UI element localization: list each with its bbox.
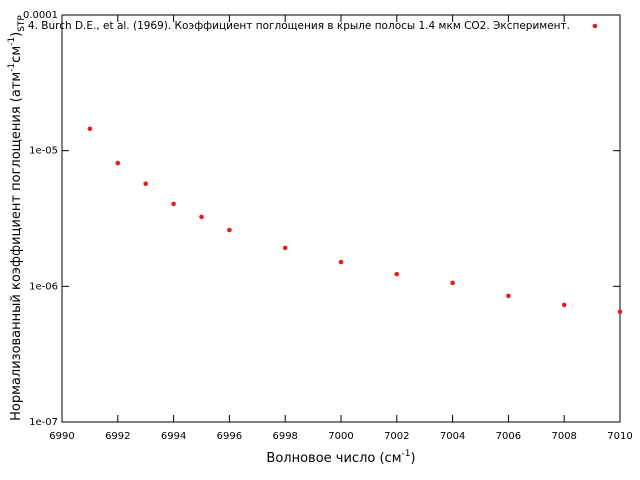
point [617,309,623,315]
x-tick-label: 6990 [49,431,74,442]
x-tick-label: 7010 [607,431,632,442]
point [87,126,93,132]
point [282,245,288,251]
x-tick-label: 7006 [496,431,521,442]
x-tick-label: 6992 [105,431,130,442]
y-label-part: см [9,46,24,63]
point [338,259,344,265]
y-label-sup: -1 [7,63,17,72]
x-tick-label: 7008 [551,431,576,442]
y-tick-label: 1e-05 [29,146,58,157]
x-tick-label: 6998 [272,431,297,442]
x-tick-label: 6994 [161,431,186,442]
y-tick-label: 1e-07 [29,417,58,428]
y-tick-label: 0.0001 [23,10,58,21]
plot-frame [61,14,621,423]
y-tick-label: 1e-06 [29,281,58,292]
point [506,293,511,299]
y-label-sup: -1 [7,37,17,46]
point [561,302,567,308]
legend-marker [592,23,598,29]
x-label-part: Волновое число (см [266,451,401,466]
point [115,160,121,166]
y-axis-label: Нормализованный коэффициент поглощения (… [7,15,27,421]
point [199,214,204,220]
x-tick-label: 7004 [440,431,465,442]
x-tick-label: 7002 [384,431,409,442]
x-axis-label: Волновое число (см-1) [266,449,415,466]
y-label-sub: STP [17,15,27,32]
point [171,201,176,207]
legend-label: 4. Burch D.E., et al. (1969). Коэффициен… [28,20,570,32]
x-label-part: ) [410,451,415,466]
x-tick-label: 6996 [217,431,242,442]
x-tick-label: 7000 [328,431,353,442]
point [394,271,400,277]
point [143,181,148,187]
point [227,227,232,233]
y-label-part: Нормализованный коэффициент поглощения (… [9,72,24,421]
point [450,280,455,286]
x-label-sup: -1 [402,449,411,459]
y-label-part: ) [9,32,24,37]
